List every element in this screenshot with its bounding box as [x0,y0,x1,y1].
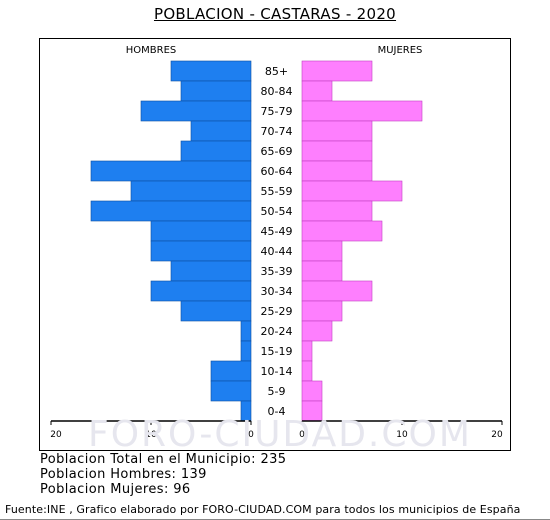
tick-label-right-0: 0 [299,430,305,440]
watermark: FORO-CIUDAD.COM [88,414,472,455]
tick-label-left-2: 0 [248,430,254,440]
men-bar-45-49 [150,220,252,242]
women-bar-20-24 [301,320,333,342]
tick-label-left-0: 20 [50,430,62,440]
women-bar-85+ [301,60,373,82]
age-label-50-54: 50-54 [261,205,293,218]
women-bar-10-14 [301,360,313,382]
tick-label-right-2: 20 [491,430,503,440]
men-bar-25-29 [180,300,252,322]
age-label-85+: 85+ [265,65,288,78]
men-bar-30-34 [150,280,252,302]
men-population: Poblacion Hombres: 139 [40,467,207,482]
age-label-30-34: 30-34 [261,285,293,298]
age-label-15-19: 15-19 [261,345,293,358]
women-bar-80-84 [301,80,333,102]
men-bar-65-69 [180,140,252,162]
men-bar-60-64 [90,160,252,182]
men-bars [90,60,252,422]
men-bar-15-19 [240,340,252,362]
age-label-55-59: 55-59 [261,185,293,198]
x-axis: 20 0 10 10 0 20 [50,420,503,440]
men-bar-70-74 [190,120,252,142]
women-bar-45-49 [301,220,383,242]
men-bar-75-79 [140,100,252,122]
tick-label-right-1: 10 [396,430,408,440]
chart-title: POBLACION - CASTARAS - 2020 [153,5,397,23]
age-label-65-69: 65-69 [261,145,293,158]
women-bar-30-34 [301,280,373,302]
age-label-40-44: 40-44 [261,245,293,258]
legend-women-label: MUJERES [378,45,423,56]
source-footer: Fuente:INE , Grafico elaborado por FORO-… [5,503,521,516]
women-bars [301,60,423,422]
women-bar-25-29 [301,300,343,322]
men-bar-20-24 [240,320,252,342]
age-group-labels: 85+ 80-84 75-79 70-74 65-69 60-64 55-59 50-54 45… [261,65,293,418]
men-bar-50-54 [90,200,252,222]
women-bar-15-19 [301,340,313,362]
population-pyramid: HOMBRES MUJERES 85+ 80-84 75-79 70-74 65-69 6… [50,45,503,440]
men-bar-40-44 [150,240,252,262]
age-label-45-49: 45-49 [261,225,293,238]
men-bar-85+ [170,60,252,82]
age-label-5-9: 5-9 [268,385,286,398]
women-bar-60-64 [301,160,373,182]
women-bar-70-74 [301,120,373,142]
women-bar-75-79 [301,100,423,122]
legend-men-label: HOMBRES [126,45,177,56]
women-bar-50-54 [301,200,373,222]
women-bar-40-44 [301,240,343,262]
age-label-70-74: 70-74 [261,125,293,138]
men-bar-5-9 [210,380,252,402]
tick-label-left-1: 10 [145,430,157,440]
women-bar-5-9 [301,380,323,402]
men-bar-10-14 [210,360,252,382]
age-label-25-29: 25-29 [261,305,293,318]
age-label-80-84: 80-84 [261,85,293,98]
women-population: Poblacion Mujeres: 96 [40,482,191,497]
age-label-75-79: 75-79 [261,105,293,118]
age-label-60-64: 60-64 [261,165,293,178]
women-bar-65-69 [301,140,373,162]
age-label-20-24: 20-24 [261,325,293,338]
chart-frame: HOMBRES MUJERES 85+ 80-84 75-79 70-74 65-69 6… [39,38,511,451]
women-bar-55-59 [301,180,403,202]
age-label-10-14: 10-14 [261,365,293,378]
age-label-35-39: 35-39 [261,265,293,278]
women-bar-35-39 [301,260,343,282]
men-bar-35-39 [170,260,252,282]
men-bar-55-59 [130,180,252,202]
men-bar-80-84 [180,80,252,102]
total-population: Poblacion Total en el Municipio: 235 [40,452,287,467]
age-label-0-4: 0-4 [268,405,286,418]
